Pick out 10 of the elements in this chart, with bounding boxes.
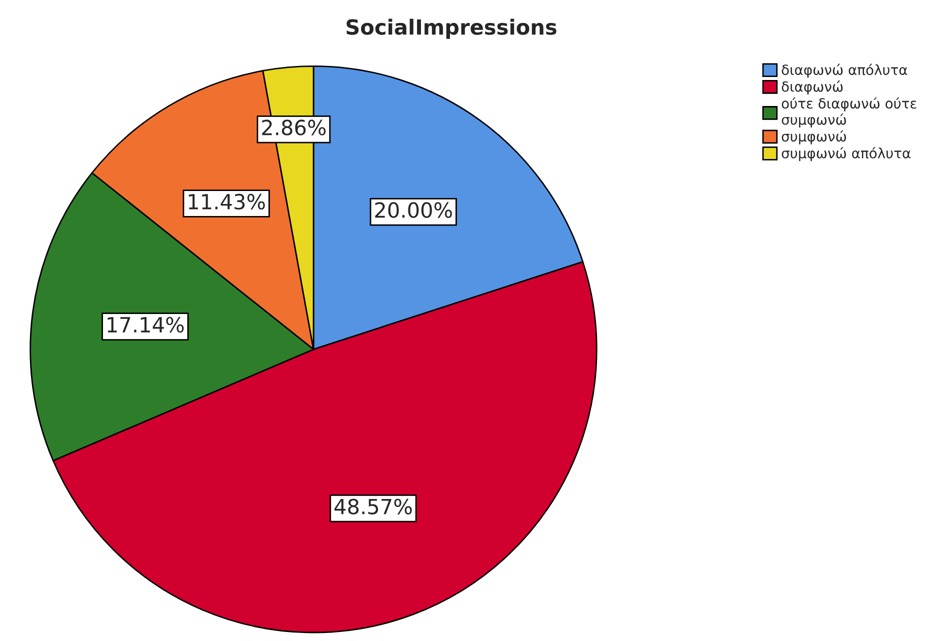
- data-label: 2.86%: [262, 120, 326, 136]
- data-label: 20.00%: [375, 202, 452, 218]
- chart-title: SocialImpressions: [346, 18, 556, 39]
- legend-label: συμφωνώ απόλυτα: [782, 147, 910, 162]
- data-label: 17.14%: [108, 316, 184, 333]
- data-label: 48.57%: [334, 498, 412, 514]
- data-label: 11.43%: [188, 194, 265, 210]
- legend-label: διαφωνώ: [782, 80, 843, 95]
- legend-label: διαφωνώ απόλυτα: [782, 64, 908, 78]
- legend-label: συμφωνώ: [782, 130, 846, 144]
